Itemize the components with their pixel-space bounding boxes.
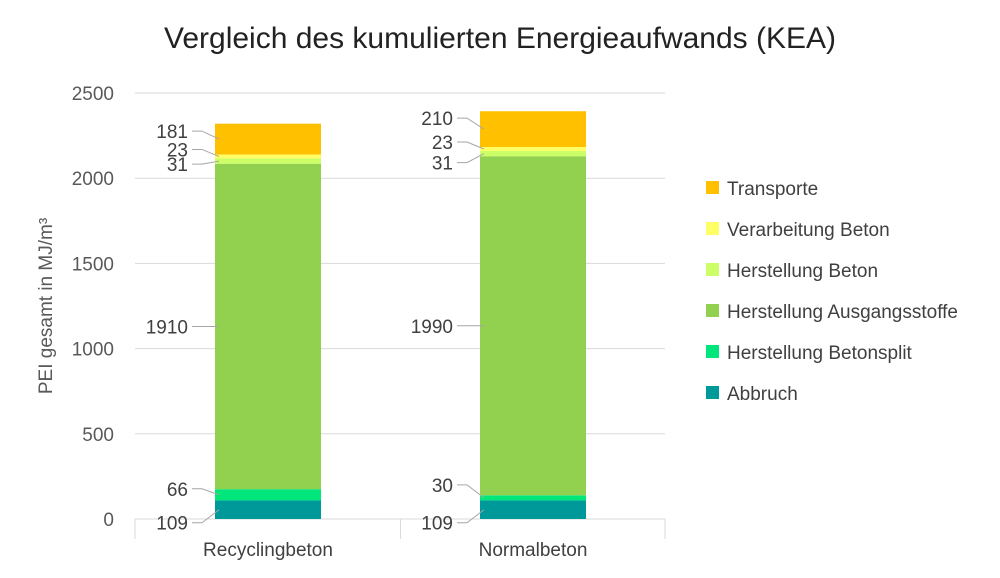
data-label: 181 bbox=[156, 122, 188, 143]
x-tick-label: Normalbeton bbox=[479, 540, 588, 561]
bar-segment bbox=[480, 495, 586, 501]
leader-line bbox=[192, 488, 220, 496]
data-label: 66 bbox=[167, 480, 188, 501]
y-tick-label: 1000 bbox=[72, 340, 114, 361]
legend-layer: Transporte Verarbeitung Beton Herstellung … bbox=[706, 179, 958, 405]
legend-label: Herstellung Beton bbox=[727, 261, 878, 282]
legend-swatch bbox=[706, 263, 719, 276]
bar-segment bbox=[480, 150, 586, 157]
leader-line bbox=[192, 130, 220, 140]
legend-label: Verarbeitung Beton bbox=[727, 220, 890, 241]
bar-segment bbox=[480, 147, 586, 151]
data-label: 23 bbox=[432, 133, 453, 154]
bar-segment bbox=[215, 489, 321, 501]
legend-swatch bbox=[706, 345, 719, 358]
legend-swatch bbox=[706, 386, 719, 399]
data-label: 1990 bbox=[411, 317, 453, 338]
data-label: 210 bbox=[421, 109, 453, 130]
legend-label: Abbruch bbox=[727, 384, 798, 405]
legend-swatch bbox=[706, 304, 719, 317]
bar-segment bbox=[215, 158, 321, 164]
data-label: 109 bbox=[421, 514, 453, 535]
leader-line bbox=[457, 509, 485, 524]
data-label: 1910 bbox=[146, 317, 188, 338]
leader-line bbox=[192, 160, 220, 165]
leader-line bbox=[192, 509, 220, 524]
y-tick-label: 0 bbox=[103, 510, 114, 531]
legend-swatch bbox=[706, 181, 719, 194]
bar-segment bbox=[215, 163, 321, 490]
bar-segment bbox=[215, 123, 321, 155]
y-tick-label: 2000 bbox=[72, 169, 114, 190]
legend-label: Herstellung Ausgangsstoffe bbox=[727, 302, 958, 323]
bar-segment bbox=[480, 156, 586, 496]
y-tick-label: 1500 bbox=[72, 254, 114, 275]
leader-line bbox=[457, 141, 485, 150]
leader-line bbox=[457, 117, 485, 130]
y-axis-title: PEI gesamt in MJ/m³ bbox=[36, 218, 57, 394]
data-label: 109 bbox=[156, 514, 188, 535]
data-label: 31 bbox=[432, 154, 453, 175]
y-tick-label: 500 bbox=[82, 425, 114, 446]
bar-layer bbox=[215, 111, 586, 519]
data-label: 31 bbox=[167, 155, 188, 176]
leader-line bbox=[457, 484, 485, 499]
bar-segment bbox=[215, 500, 321, 519]
bar-segment bbox=[480, 500, 586, 519]
legend-label: Transporte bbox=[727, 179, 818, 200]
legend-swatch bbox=[706, 222, 719, 235]
data-label: 23 bbox=[167, 140, 188, 161]
axis-layer: 0 500 1000 1500 2000 2500 PEI gesamt in MJ/m³ R… bbox=[36, 84, 587, 561]
leader-line bbox=[457, 153, 485, 164]
data-label: 30 bbox=[432, 476, 453, 497]
y-tick-label: 2500 bbox=[72, 84, 114, 105]
bar-segment bbox=[215, 154, 321, 159]
legend-label: Herstellung Betonsplit bbox=[727, 343, 913, 364]
chart-title: Vergleich des kumulierten Energieaufwand… bbox=[163, 22, 837, 55]
x-tick-label: Recyclingbeton bbox=[203, 540, 333, 561]
leader-line bbox=[192, 148, 220, 157]
bar-segment bbox=[480, 111, 586, 148]
